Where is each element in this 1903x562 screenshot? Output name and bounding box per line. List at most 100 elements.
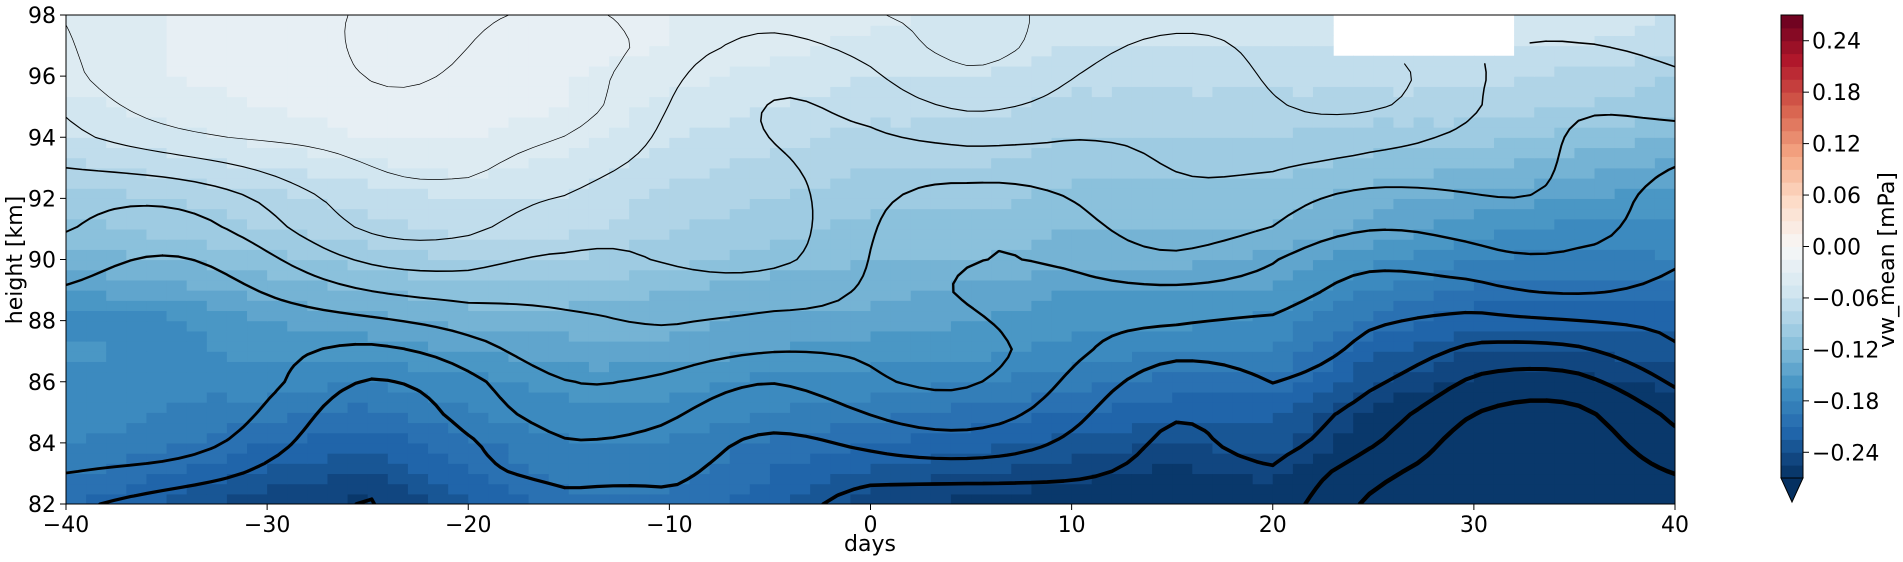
heatmap-cell <box>1634 249 1656 261</box>
heatmap-cell <box>1594 96 1616 108</box>
heatmap-cell <box>588 147 610 159</box>
heatmap-cell <box>971 269 992 281</box>
heatmap-cell <box>971 483 992 495</box>
heatmap-cell <box>327 412 349 424</box>
heatmap-cell <box>689 453 711 464</box>
heatmap-cell <box>1252 330 1274 342</box>
heatmap-cell <box>649 330 670 342</box>
heatmap-cell <box>810 239 831 250</box>
heatmap-cell <box>1473 402 1495 413</box>
heatmap-cell <box>930 473 952 485</box>
heatmap-cell <box>1252 178 1274 189</box>
heatmap-cell <box>307 65 329 77</box>
heatmap-cell <box>850 239 872 250</box>
heatmap-cell <box>528 157 550 169</box>
heatmap-cell <box>166 127 188 138</box>
heatmap-cell <box>991 116 1012 128</box>
heatmap-cell <box>1514 259 1535 271</box>
heatmap-cell <box>1212 198 1234 210</box>
heatmap-cell <box>1192 341 1214 352</box>
heatmap-cell <box>1493 188 1515 199</box>
heatmap-cell <box>1373 157 1395 169</box>
heatmap-cell <box>367 208 389 220</box>
heatmap-cell <box>629 300 650 312</box>
heatmap-cell <box>428 239 449 250</box>
heatmap-cell <box>810 86 831 98</box>
heatmap-cell <box>1152 147 1173 159</box>
heatmap-cell <box>930 65 952 77</box>
heatmap-cell <box>729 106 751 118</box>
heatmap-cell <box>1393 381 1415 393</box>
heatmap-cell <box>1393 116 1415 128</box>
heatmap-cell <box>669 442 691 454</box>
heatmap-cell <box>247 310 268 322</box>
heatmap-cell <box>790 15 811 26</box>
heatmap-cell <box>1574 381 1596 393</box>
heatmap-cell <box>1393 453 1415 464</box>
heatmap-cell <box>991 320 1012 332</box>
heatmap-cell <box>991 35 1012 47</box>
heatmap-cell <box>769 157 791 169</box>
heatmap-cell <box>166 147 188 159</box>
heatmap-cell <box>206 55 228 67</box>
heatmap-cell <box>1011 422 1032 434</box>
heatmap-cell <box>689 290 711 301</box>
heatmap-cell <box>1473 218 1495 230</box>
heatmap-cell <box>508 402 530 413</box>
heatmap-cell <box>488 167 510 179</box>
heatmap-cell <box>247 290 268 301</box>
heatmap-cell <box>1011 65 1032 77</box>
heatmap-cell <box>1514 483 1535 495</box>
heatmap-cell <box>1111 76 1133 87</box>
heatmap-cell <box>186 167 208 179</box>
colorbar-swatch <box>1781 79 1803 93</box>
heatmap-cell <box>1212 147 1234 159</box>
heatmap-cell <box>106 483 127 495</box>
heatmap-cell <box>649 65 670 77</box>
heatmap-cell <box>1252 279 1274 291</box>
y-tick-label: 82 <box>28 493 56 518</box>
heatmap-cell <box>66 127 87 138</box>
heatmap-cell <box>1333 493 1354 504</box>
heatmap-cell <box>66 269 87 281</box>
heatmap-cell <box>287 137 308 149</box>
heatmap-cell <box>1031 381 1053 393</box>
heatmap-cell <box>66 463 87 475</box>
heatmap-cell <box>810 391 831 403</box>
heatmap-cell <box>347 279 369 291</box>
heatmap-cell <box>1453 228 1475 240</box>
heatmap-cell <box>367 371 389 383</box>
heatmap-cell <box>729 463 751 475</box>
heatmap-cell <box>588 412 610 424</box>
heatmap-cell <box>890 25 912 36</box>
heatmap-cell <box>1353 76 1374 87</box>
heatmap-cell <box>810 65 831 77</box>
heatmap-cell <box>568 147 590 159</box>
heatmap-cell <box>1453 76 1475 87</box>
heatmap-cell <box>1071 127 1093 138</box>
heatmap-cell <box>347 249 369 261</box>
heatmap-cell <box>609 269 630 281</box>
heatmap-cell <box>1232 96 1254 108</box>
heatmap-cell <box>548 341 570 352</box>
heatmap-cell <box>1413 208 1435 220</box>
heatmap-cell <box>1312 116 1334 128</box>
heatmap-cell <box>609 45 630 57</box>
heatmap-cell <box>1554 310 1576 322</box>
heatmap-cell <box>709 55 731 67</box>
colorbar-swatch <box>1781 349 1803 363</box>
heatmap-cell <box>1111 361 1133 373</box>
heatmap-cell <box>1654 310 1675 322</box>
heatmap-cell <box>186 106 208 118</box>
heatmap-cell <box>1252 442 1274 454</box>
heatmap-cell <box>850 157 872 169</box>
heatmap-cell <box>468 188 489 199</box>
heatmap-cell <box>709 76 731 87</box>
heatmap-cell <box>226 218 248 230</box>
heatmap-cell <box>1212 371 1234 383</box>
heatmap-cell <box>186 116 208 128</box>
heatmap-cell <box>548 96 570 108</box>
heatmap-cell <box>226 15 248 26</box>
heatmap-cell <box>790 259 811 271</box>
heatmap-cell <box>1493 432 1515 444</box>
